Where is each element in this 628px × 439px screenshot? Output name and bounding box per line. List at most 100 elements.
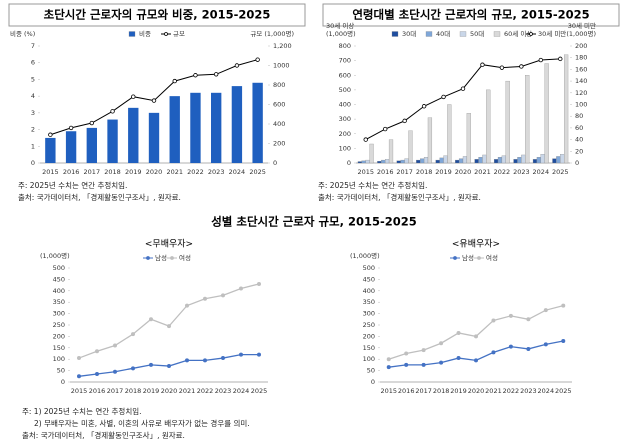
marker: [193, 73, 198, 78]
marker: [95, 349, 100, 354]
x-tick-label: 2020: [146, 168, 163, 176]
marker: [421, 348, 426, 353]
legend-label: 규모: [173, 30, 185, 38]
marker: [172, 78, 177, 84]
y-tick-label: 100: [363, 355, 375, 363]
x-tick-label: 2018: [416, 168, 433, 176]
marker: [491, 318, 496, 323]
bar: [466, 113, 471, 164]
bar: [388, 139, 394, 164]
marker: [166, 364, 171, 369]
marker: [441, 94, 446, 100]
marker: [113, 343, 118, 348]
marker: [561, 303, 566, 308]
bar: [455, 159, 460, 164]
x-tick-label: 2020: [468, 387, 485, 395]
bar: [169, 96, 180, 163]
marker: [491, 350, 496, 355]
marker: [151, 98, 157, 103]
bar: [252, 82, 263, 163]
y-tick-label: 300: [53, 310, 65, 318]
marker: [538, 57, 544, 63]
bar: [513, 159, 518, 164]
marker: [148, 362, 153, 367]
y-tick-label: 50: [57, 367, 65, 375]
marker: [402, 118, 407, 124]
bar: [107, 119, 118, 163]
y-tick-label: 200: [53, 332, 65, 340]
marker: [439, 341, 444, 346]
title-box: [322, 3, 620, 27]
x-tick-label: 2023: [208, 168, 225, 176]
x-tick-label: 2025: [249, 168, 266, 176]
x-tick-label: 2015: [71, 387, 88, 395]
note: 주: 2025년 수치는 연간 추정치임.: [18, 180, 127, 190]
y-tick-label: 200: [339, 130, 351, 138]
bar: [86, 127, 97, 163]
bar: [385, 159, 390, 164]
marker: [519, 64, 524, 69]
section-title: 성별 초단시간 근로자 규모, 2015-2025: [211, 215, 417, 229]
bar: [486, 89, 491, 164]
y-axis-label: (1,000명): [350, 251, 380, 260]
legend-swatch: [493, 31, 501, 37]
bar: [564, 54, 569, 164]
bar: [420, 158, 425, 164]
x-tick-label: 2024: [538, 387, 555, 395]
bar: [552, 158, 557, 164]
legend-label: 30대: [402, 30, 416, 38]
y-tick-label: 400: [363, 287, 375, 295]
marker: [558, 56, 563, 62]
bar: [478, 156, 483, 164]
x-tick-label: 2022: [503, 387, 520, 395]
y-tick-label: 500: [53, 264, 65, 272]
y-tick-label: 0: [347, 159, 351, 167]
bar: [211, 92, 222, 163]
bar: [501, 155, 506, 164]
y2-tick-label: 80: [575, 112, 583, 120]
y-tick-label: 3: [31, 109, 35, 117]
bar: [458, 158, 464, 164]
y-tick-label: 5: [31, 75, 35, 83]
marker: [68, 125, 74, 131]
x-tick-label: 2020: [161, 387, 178, 395]
y-tick-label: 250: [53, 321, 65, 329]
y-tick-label: 300: [339, 115, 351, 123]
x-tick-label: 2024: [533, 168, 550, 176]
x-tick-label: 2016: [398, 387, 415, 395]
bar: [536, 156, 541, 164]
legend-marker: [529, 32, 533, 36]
y-tick-label: 150: [363, 344, 375, 352]
x-tick-label: 2018: [433, 387, 450, 395]
legend-marker: [477, 256, 481, 260]
y-axis-label: 비중 (%): [10, 29, 35, 38]
x-tick-label: 2018: [104, 168, 121, 176]
y2-tick-label: 1000: [273, 62, 290, 70]
marker: [256, 352, 261, 357]
x-tick-label: 2016: [89, 387, 106, 395]
x-tick-label: 2019: [125, 168, 142, 176]
marker: [110, 109, 115, 114]
marker: [363, 137, 368, 142]
y2-tick-label: 160: [575, 65, 587, 73]
y2-tick-label: 600: [273, 101, 285, 109]
marker: [238, 352, 243, 357]
chart-title: <무배우자>: [145, 239, 193, 250]
bar: [532, 159, 538, 164]
marker: [48, 132, 53, 137]
bar: [404, 158, 409, 164]
marker: [202, 358, 207, 363]
bar: [435, 159, 440, 164]
marker: [499, 65, 505, 70]
y2-tick-label: 800: [273, 81, 285, 89]
y-tick-label: 1: [31, 142, 35, 150]
chart-title: <유배우자>: [452, 239, 500, 250]
note: 주: 2025년 수치는 연간 추정치임.: [318, 180, 427, 190]
x-tick-label: 2023: [520, 387, 537, 395]
chart-title: 연령대별 초단시간 근로자의 규모, 2015-2025: [352, 8, 589, 22]
marker: [526, 346, 531, 351]
x-tick-label: 2017: [107, 387, 124, 395]
marker: [456, 330, 461, 335]
y-tick-label: 500: [363, 264, 375, 272]
x-tick-label: 2019: [450, 387, 467, 395]
